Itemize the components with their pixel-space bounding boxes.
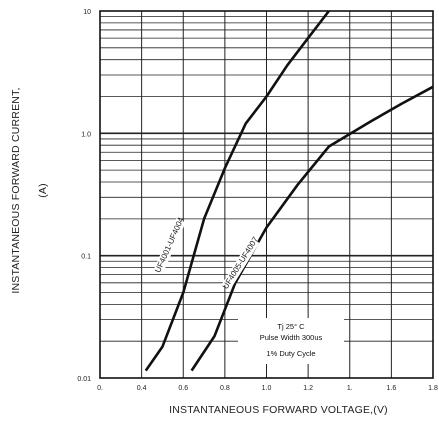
x-axis-label: INSTANTANEOUS FORWARD VOLTAGE,(V) <box>169 404 388 416</box>
x-tick-label: 1.6 <box>387 385 397 392</box>
note-pulse-width: Pulse Width 300us <box>260 333 323 342</box>
x-tick-label: 1.8 <box>428 385 438 392</box>
test-conditions-box: Tj 25° C Pulse Width 300us 1% Duty Cycle <box>238 318 344 364</box>
y-tick-label: 1.0 <box>81 131 91 138</box>
series-line-1 <box>144 10 330 372</box>
x-tick-label: 0. <box>97 385 103 392</box>
series-label-uf4001-uf4004: UF4001-UF4004 <box>153 215 186 274</box>
series-label-background <box>222 237 260 289</box>
plot-frame <box>99 10 434 379</box>
series-label-uf4005-uf4007: UF4005-UF4007 <box>221 235 261 291</box>
y-tick-label: 0.1 <box>81 254 91 261</box>
series-curves <box>144 10 434 372</box>
x-tick-label: 0.6 <box>178 385 188 392</box>
note-box-background <box>238 318 344 364</box>
grid-lines <box>100 11 433 378</box>
series-line-2 <box>190 85 434 372</box>
note-duty-cycle: 1% Duty Cycle <box>266 349 315 358</box>
y-tick-label: 0.01 <box>77 376 91 383</box>
y-axis-label: INSTANTANEOUS FORWARD CURRENT, <box>10 87 22 293</box>
y-axis-unit: (A) <box>37 183 49 198</box>
tick-labels: 0. 0.4 0.6 0.8 1.0 1.2 1. 1.6 1.8 10 1.0 0.1 0.01 <box>77 9 438 392</box>
series-label-background <box>154 218 186 272</box>
y-tick-label: 10 <box>83 9 91 16</box>
x-tick-label: 1. <box>347 385 353 392</box>
x-tick-label: 1.2 <box>303 385 313 392</box>
x-tick-label: 0.8 <box>220 385 230 392</box>
x-tick-label: 0.4 <box>137 385 147 392</box>
note-junction-temperature: Tj 25° C <box>277 322 305 331</box>
x-tick-label: 1.0 <box>262 385 272 392</box>
